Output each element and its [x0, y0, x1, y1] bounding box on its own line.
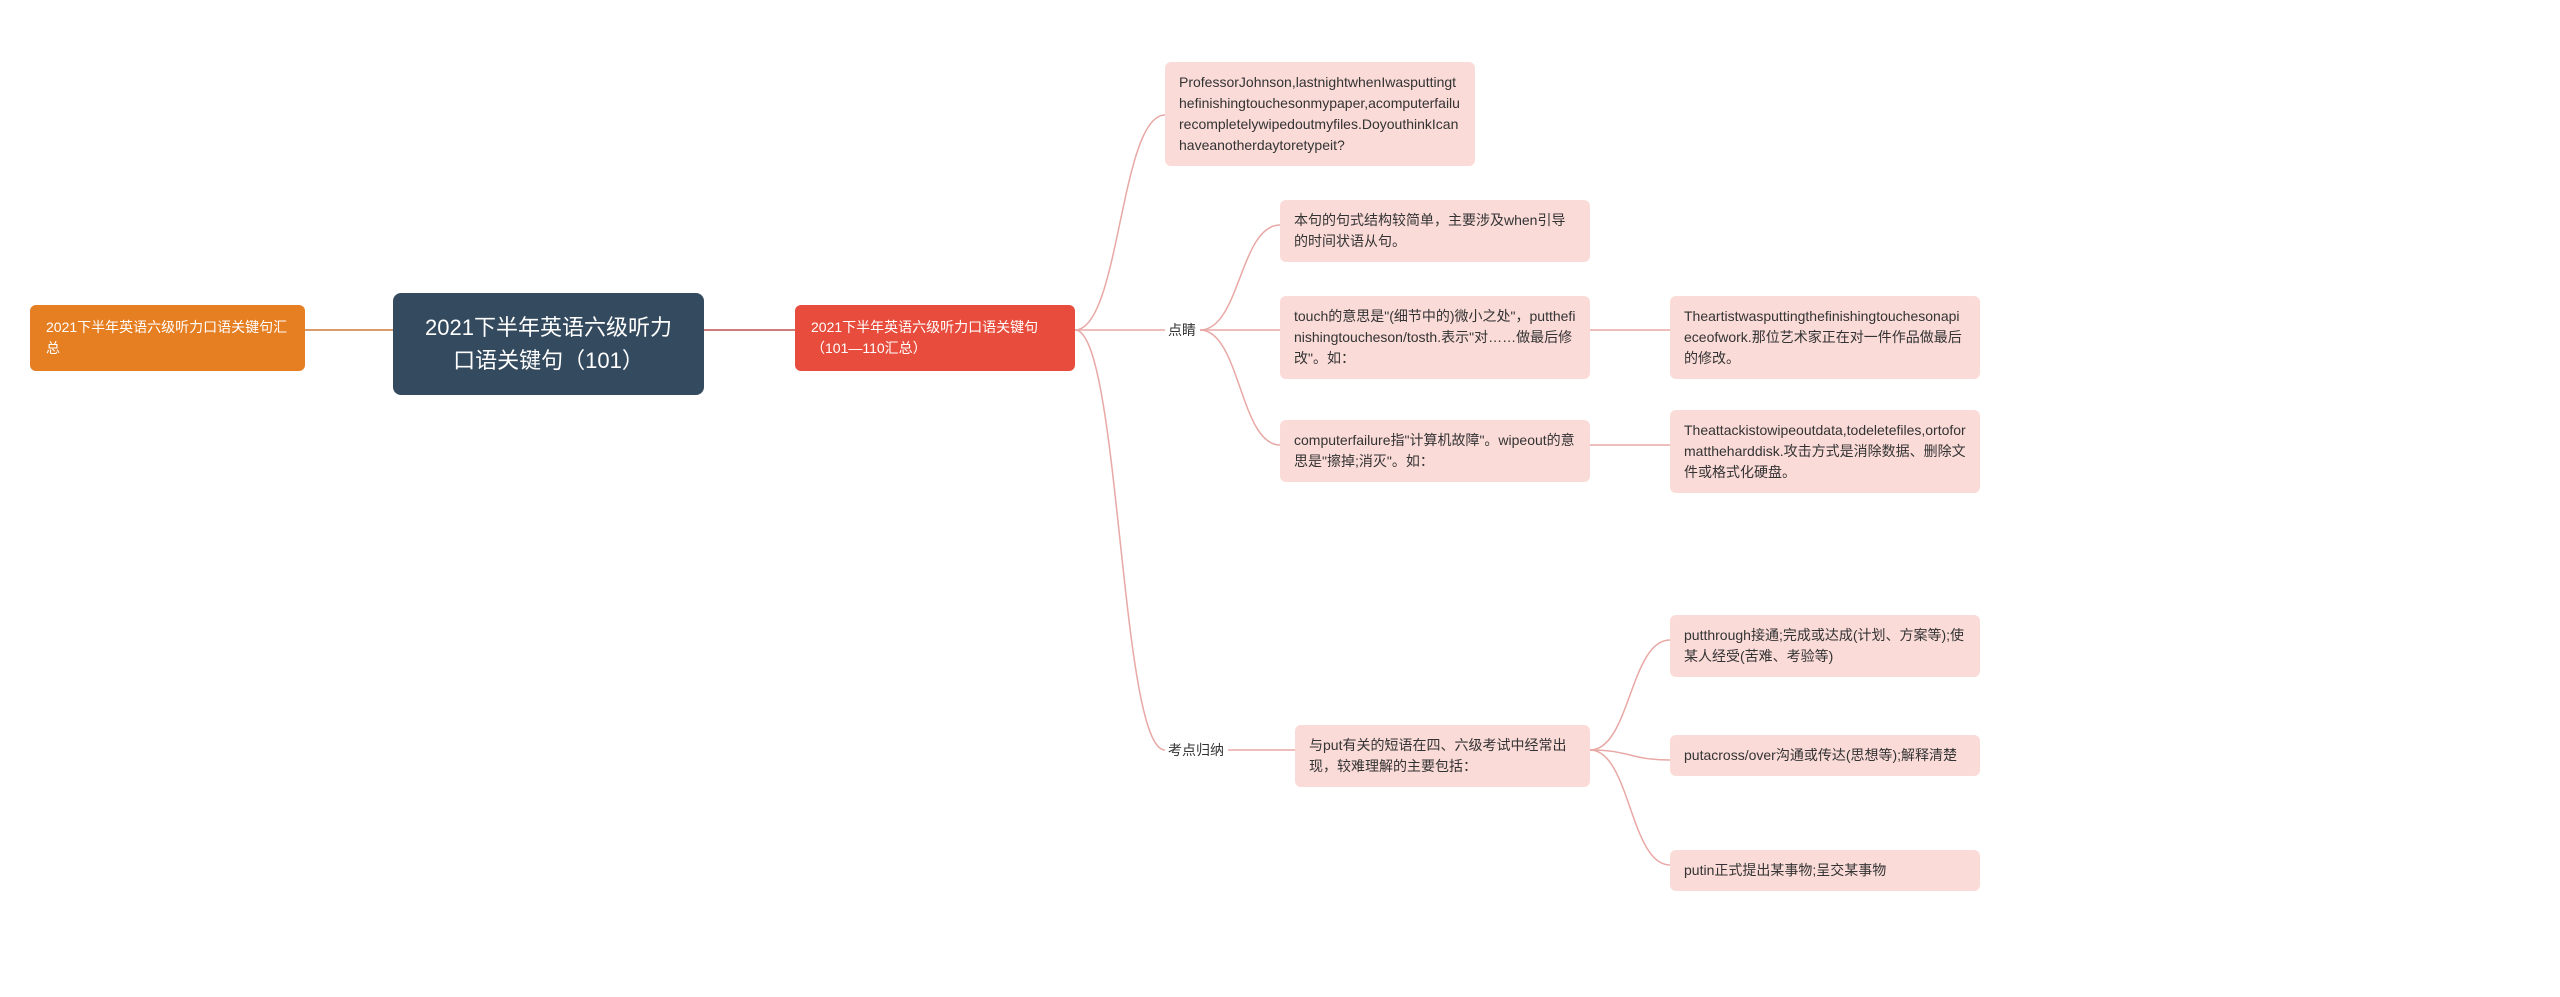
node-root[interactable]: 2021下半年英语六级听力 口语关键句（101） [393, 293, 704, 395]
node-dianjing-3-example[interactable]: Theattackistowipeoutdata,todeletefiles,o… [1670, 410, 1980, 493]
node-summary-right[interactable]: 2021下半年英语六级听力口语关键句（101—110汇总） [795, 305, 1075, 371]
node-summary-right-text: 2021下半年英语六级听力口语关键句（101—110汇总） [811, 319, 1038, 356]
node-kaodian-1-text: putthrough接通;完成或达成(计划、方案等);使某人经受(苦难、考验等) [1684, 627, 1964, 664]
node-kaodian-2[interactable]: putacross/over沟通或传达(思想等);解释清楚 [1670, 735, 1980, 776]
node-kaodian-3[interactable]: putin正式提出某事物;呈交某事物 [1670, 850, 1980, 891]
node-dianjing-2-text: touch的意思是"(细节中的)微小之处"，putthefinishingtou… [1294, 308, 1575, 366]
node-kaodian-3-text: putin正式提出某事物;呈交某事物 [1684, 862, 1886, 878]
node-dianjing-2-example[interactable]: Theartistwasputtingthefinishingtoucheson… [1670, 296, 1980, 379]
node-dianjing-1-text: 本句的句式结构较简单，主要涉及when引导的时间状语从句。 [1294, 212, 1565, 249]
label-dianjing: 点睛 [1168, 320, 1196, 340]
node-dianjing-3-text: computerfailure指"计算机故障"。wipeout的意思是"擦掉;消… [1294, 432, 1575, 469]
node-kaodian-1[interactable]: putthrough接通;完成或达成(计划、方案等);使某人经受(苦难、考验等) [1670, 615, 1980, 677]
node-sentence-main-text: ProfessorJohnson,lastnightwhenIwasputtin… [1179, 74, 1460, 153]
node-dianjing-2[interactable]: touch的意思是"(细节中的)微小之处"，putthefinishingtou… [1280, 296, 1590, 379]
node-kaodian-main[interactable]: 与put有关的短语在四、六级考试中经常出现，较难理解的主要包括： [1295, 725, 1590, 787]
node-summary-left-text: 2021下半年英语六级听力口语关键句汇总 [46, 319, 287, 356]
node-root-line1: 2021下半年英语六级听力 [425, 315, 672, 340]
node-dianjing-3-example-text: Theattackistowipeoutdata,todeletefiles,o… [1684, 422, 1966, 480]
node-kaodian-2-text: putacross/over沟通或传达(思想等);解释清楚 [1684, 747, 1957, 763]
node-dianjing-2-example-text: Theartistwasputtingthefinishingtoucheson… [1684, 308, 1962, 366]
node-sentence-main[interactable]: ProfessorJohnson,lastnightwhenIwasputtin… [1165, 62, 1475, 166]
node-root-line2: 口语关键句（101） [453, 348, 644, 373]
node-dianjing-3[interactable]: computerfailure指"计算机故障"。wipeout的意思是"擦掉;消… [1280, 420, 1590, 482]
node-dianjing-1[interactable]: 本句的句式结构较简单，主要涉及when引导的时间状语从句。 [1280, 200, 1590, 262]
node-summary-left[interactable]: 2021下半年英语六级听力口语关键句汇总 [30, 305, 305, 371]
label-kaodian: 考点归纳 [1168, 740, 1224, 760]
node-kaodian-main-text: 与put有关的短语在四、六级考试中经常出现，较难理解的主要包括： [1309, 737, 1566, 774]
